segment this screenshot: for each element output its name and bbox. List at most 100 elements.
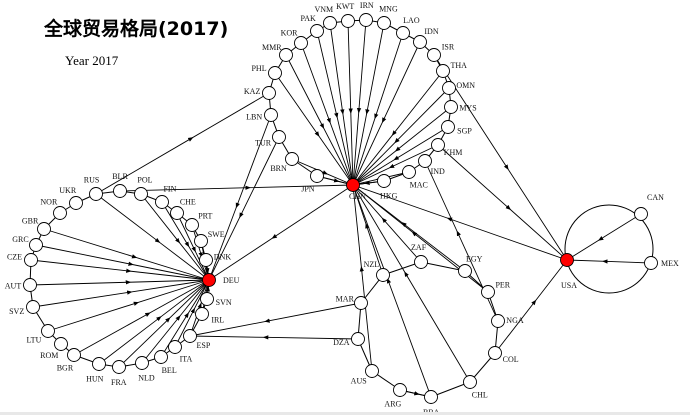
node-GBR[interactable]: GBR (22, 216, 51, 236)
edge-CHE-DEU (176, 212, 210, 281)
node-SWE[interactable]: SWE (194, 230, 225, 248)
node-NGA[interactable]: NGA (491, 314, 524, 328)
node-CHE[interactable]: CHE (170, 197, 196, 220)
node-USA[interactable]: USA (560, 253, 578, 291)
node-label: ROM (40, 351, 58, 360)
node-SVZ[interactable]: SVZ (9, 300, 40, 317)
node-label: BGR (57, 364, 74, 373)
node-BLR[interactable]: BLR (112, 172, 128, 198)
edge-KHM-CHN (352, 144, 439, 186)
node-circle (285, 152, 299, 166)
node-circle (402, 165, 416, 179)
node-DZA[interactable]: DZA (333, 332, 365, 347)
edge-ITA-DEU (174, 279, 210, 348)
node-IRL[interactable]: IRL (195, 307, 225, 325)
node-BGR[interactable]: BGR (57, 348, 81, 373)
node-MAR[interactable]: MAR (336, 294, 368, 310)
node-IND[interactable]: IND (418, 154, 446, 176)
node-HKG[interactable]: HKG (377, 174, 398, 201)
node-KWT[interactable]: KWT (336, 2, 355, 28)
node-HUN[interactable]: HUN (86, 357, 106, 384)
edge-PHL-CHN (274, 72, 354, 186)
node-RUS[interactable]: RUS (84, 176, 103, 201)
node-MEX[interactable]: MEX (644, 256, 680, 270)
node-VNM[interactable]: VNM (314, 5, 337, 30)
node-MNG[interactable]: MNG (377, 5, 398, 30)
node-SGP[interactable]: SGP (441, 120, 473, 136)
node-ESP[interactable]: ESP (183, 329, 211, 351)
node-BEL[interactable]: BEL (154, 350, 177, 376)
node-IRN[interactable]: IRN (359, 1, 374, 27)
node-PAK[interactable]: PAK (301, 14, 324, 38)
node-GRC[interactable]: GRC (12, 235, 43, 252)
node-label: CZE (7, 252, 22, 261)
node-ROM[interactable]: ROM (40, 337, 68, 360)
node-EGY[interactable]: EGY (458, 254, 483, 278)
node-circle (264, 108, 278, 122)
node-THA[interactable]: THA (436, 61, 468, 78)
node-circle (154, 350, 168, 364)
edge-IDN-CHN (352, 41, 421, 186)
node-KHM[interactable]: KHM (431, 138, 463, 157)
edge-SVZ-DEU (32, 279, 210, 308)
edge-FRA-DEU (118, 279, 210, 368)
node-COL[interactable]: COL (488, 346, 519, 364)
node-label: JPN (301, 185, 315, 194)
node-BRA[interactable]: BRA (423, 390, 440, 415)
node-DEU[interactable]: DEU (202, 273, 240, 287)
node-label: AUS (351, 376, 367, 385)
node-CAN[interactable]: CAN (634, 193, 665, 221)
node-label: PAK (301, 14, 316, 23)
node-circle (393, 383, 407, 397)
node-ARG[interactable]: ARG (384, 383, 407, 409)
node-circle (442, 81, 456, 95)
node-JPN[interactable]: JPN (301, 169, 324, 194)
edge-KOR-CHN (300, 42, 354, 186)
edge-LAO-CHN (352, 32, 404, 186)
node-TUR[interactable]: TUR (255, 130, 286, 148)
node-PER[interactable]: PER (481, 281, 511, 299)
edge-MEX-USA (566, 259, 652, 264)
node-NZL[interactable]: NZL (364, 260, 390, 282)
node-BRN[interactable]: BRN (270, 152, 299, 174)
node-label: NOR (40, 198, 58, 207)
node-ITA[interactable]: ITA (168, 340, 193, 364)
node-IDN[interactable]: IDN (413, 27, 439, 49)
edge-CZE-DEU (30, 259, 210, 281)
node-CHL[interactable]: CHL (463, 375, 488, 400)
node-NLD[interactable]: NLD (135, 356, 155, 383)
node-NOR[interactable]: NOR (40, 198, 67, 220)
node-KAZ[interactable]: KAZ (244, 86, 276, 100)
node-ZAF[interactable]: ZAF (411, 243, 428, 269)
node-UKR[interactable]: UKR (59, 186, 83, 210)
node-OMN[interactable]: OMN (442, 81, 476, 95)
node-label: THA (450, 61, 467, 70)
node-circle (262, 86, 276, 100)
node-PRT[interactable]: PRT (185, 212, 213, 232)
node-circle (24, 253, 38, 267)
node-label: CHL (472, 390, 488, 399)
node-label: DNK (214, 252, 232, 261)
node-CZE[interactable]: CZE (7, 252, 38, 267)
node-CHN[interactable]: CHN (346, 178, 367, 202)
edge-PRT-DEU (191, 224, 210, 281)
node-MMR[interactable]: MMR (262, 43, 293, 62)
node-LBN[interactable]: LBN (246, 108, 278, 122)
node-MAC[interactable]: MAC (402, 165, 428, 190)
node-AUT[interactable]: AUT (5, 278, 37, 292)
node-FRA[interactable]: FRA (111, 360, 127, 387)
node-KOR[interactable]: KOR (281, 28, 308, 50)
node-DNK[interactable]: DNK (199, 252, 232, 267)
node-ISR[interactable]: ISR (427, 42, 455, 62)
node-LTU[interactable]: LTU (27, 324, 55, 345)
node-AUS[interactable]: AUS (351, 364, 379, 386)
node-FIN[interactable]: FIN (155, 185, 177, 209)
node-LAO[interactable]: LAO (396, 16, 420, 40)
node-label: MMR (262, 43, 282, 52)
node-circle (424, 390, 438, 404)
edge-DZA-ESP (189, 335, 359, 340)
node-PHL[interactable]: PHL (251, 64, 282, 80)
node-MYS[interactable]: MYS (444, 100, 477, 114)
node-POL[interactable]: POL (134, 175, 153, 201)
node-SVN[interactable]: SVN (200, 292, 232, 307)
